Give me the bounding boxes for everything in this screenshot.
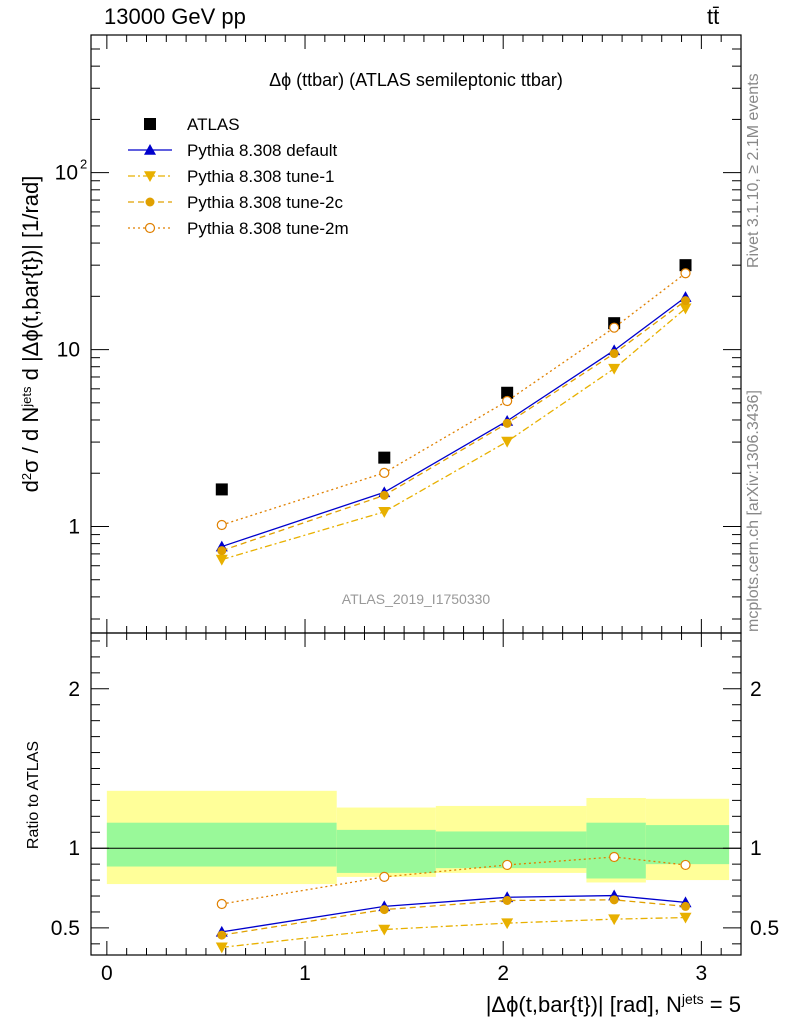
main-series-line-3 bbox=[221, 300, 686, 552]
ratio-point-3-1 bbox=[379, 871, 390, 882]
ratio-point-1-0 bbox=[215, 942, 228, 954]
legend-label-3: Pythia 8.308 tune-2c bbox=[187, 193, 343, 212]
x-tick-label: 1 bbox=[299, 962, 311, 985]
main-point-4-1 bbox=[379, 467, 390, 478]
x-tick-label: 2 bbox=[497, 962, 509, 985]
legend-marker-1 bbox=[144, 144, 156, 155]
legend-label-2: Pythia 8.308 tune-1 bbox=[187, 167, 334, 186]
main-point-3-1 bbox=[379, 490, 389, 500]
main-point-0-2 bbox=[501, 386, 514, 399]
ratio-ylabel: Ratio to ATLAS bbox=[25, 741, 42, 849]
ratio-point-3-4 bbox=[680, 859, 691, 871]
mcplots-source-label: mcplots.cern.ch [arXiv:1306.3436] bbox=[745, 390, 762, 632]
main-y-tick-label: 1 bbox=[68, 515, 80, 538]
rivet-version-label: Rivet 3.1.10, ≥ 2.1M events bbox=[745, 73, 762, 268]
main-y-tick-exponent: 2 bbox=[80, 157, 87, 172]
main-point-4-2 bbox=[502, 395, 513, 407]
main-point-0-1 bbox=[378, 451, 391, 464]
main-point-3-3 bbox=[609, 349, 619, 359]
ratio-series-line-1 bbox=[221, 916, 686, 948]
main-point-3-4 bbox=[681, 296, 691, 306]
ratio-point-2-0 bbox=[217, 930, 227, 940]
ratio-band-green-3 bbox=[586, 822, 646, 879]
ratio-point-1-2 bbox=[501, 918, 514, 930]
ratio-frame bbox=[90, 632, 742, 956]
legend-marker-4 bbox=[144, 222, 156, 234]
legend-label-0: ATLAS bbox=[187, 115, 240, 134]
x-tick-label: 0 bbox=[101, 962, 113, 985]
ratio-point-1-4 bbox=[679, 912, 692, 924]
legend-label-1: Pythia 8.308 default bbox=[187, 141, 338, 160]
main-series-line-2 bbox=[221, 307, 686, 561]
legend-marker-0 bbox=[144, 118, 156, 130]
main-point-2-4 bbox=[679, 303, 692, 315]
ratio-band-green-1 bbox=[336, 829, 436, 873]
main-ylabel-text: d2σ / d Njets d |Δϕ(t,bar{t})| [1/rad] bbox=[18, 176, 43, 493]
main-ylabel: d2σ / d Njets d |Δϕ(t,bar{t})| [1/rad] bbox=[18, 176, 43, 493]
legend-marker-2 bbox=[144, 171, 156, 182]
ratio-y-tick-label-left: 0.5 bbox=[51, 917, 80, 940]
ratio-point-2-3 bbox=[609, 895, 619, 905]
chart-title: Δϕ (ttbar) (ATLAS semileptonic ttbar) bbox=[269, 70, 563, 90]
ratio-point-1-1 bbox=[378, 924, 391, 936]
ratio-y-tick-label-left: 2 bbox=[68, 678, 80, 701]
main-series-line-4 bbox=[221, 272, 686, 526]
legend-label-4: Pythia 8.308 tune-2m bbox=[187, 219, 349, 238]
ratio-point-3-2 bbox=[502, 859, 513, 871]
x-axis-label: |Δϕ(t,bar{t})| [rad], Njets = 5 bbox=[486, 991, 741, 1017]
main-point-2-3 bbox=[608, 363, 621, 375]
ratio-band-green-4 bbox=[645, 825, 730, 865]
ratio-point-3-0 bbox=[216, 898, 227, 910]
main-point-4-4 bbox=[680, 268, 691, 279]
ratio-point-2-2 bbox=[502, 895, 512, 905]
main-point-4-0 bbox=[216, 519, 227, 531]
main-point-4-3 bbox=[609, 322, 620, 333]
ratio-point-2-4 bbox=[681, 901, 691, 911]
ratio-point-1-3 bbox=[608, 914, 621, 926]
main-y-tick-label: 10 bbox=[55, 162, 78, 185]
ratio-y-tick-label-left: 1 bbox=[68, 837, 80, 860]
main-point-3-2 bbox=[502, 418, 512, 428]
main-point-0-0 bbox=[215, 483, 228, 496]
main-point-2-0 bbox=[215, 554, 228, 566]
header-process-label: tt̄ bbox=[707, 4, 720, 29]
header-energy-label: 13000 GeV pp bbox=[104, 4, 246, 29]
ratio-y-tick-label-right: 1 bbox=[750, 837, 762, 860]
main-point-3-0 bbox=[217, 546, 227, 556]
legend-marker-3 bbox=[145, 197, 155, 207]
ratio-point-3-3 bbox=[609, 851, 620, 863]
ratio-band-green-0 bbox=[106, 822, 337, 867]
ratio-y-tick-label-right: 2 bbox=[750, 678, 762, 701]
ratio-y-tick-label-right: 0.5 bbox=[750, 917, 779, 940]
ratio-ylabel-text: Ratio to ATLAS bbox=[25, 741, 42, 849]
main-point-0-4 bbox=[679, 259, 692, 272]
main-point-2-2 bbox=[501, 436, 514, 448]
chart-watermark: ATLAS_2019_I1750330 bbox=[342, 591, 491, 607]
ratio-series-group bbox=[215, 851, 692, 954]
main-series-line-1 bbox=[221, 296, 686, 548]
x-tick-label: 3 bbox=[696, 962, 708, 985]
main-point-2-1 bbox=[378, 507, 391, 518]
main-y-tick-label: 10 bbox=[57, 339, 80, 362]
ratio-point-2-1 bbox=[379, 905, 389, 915]
